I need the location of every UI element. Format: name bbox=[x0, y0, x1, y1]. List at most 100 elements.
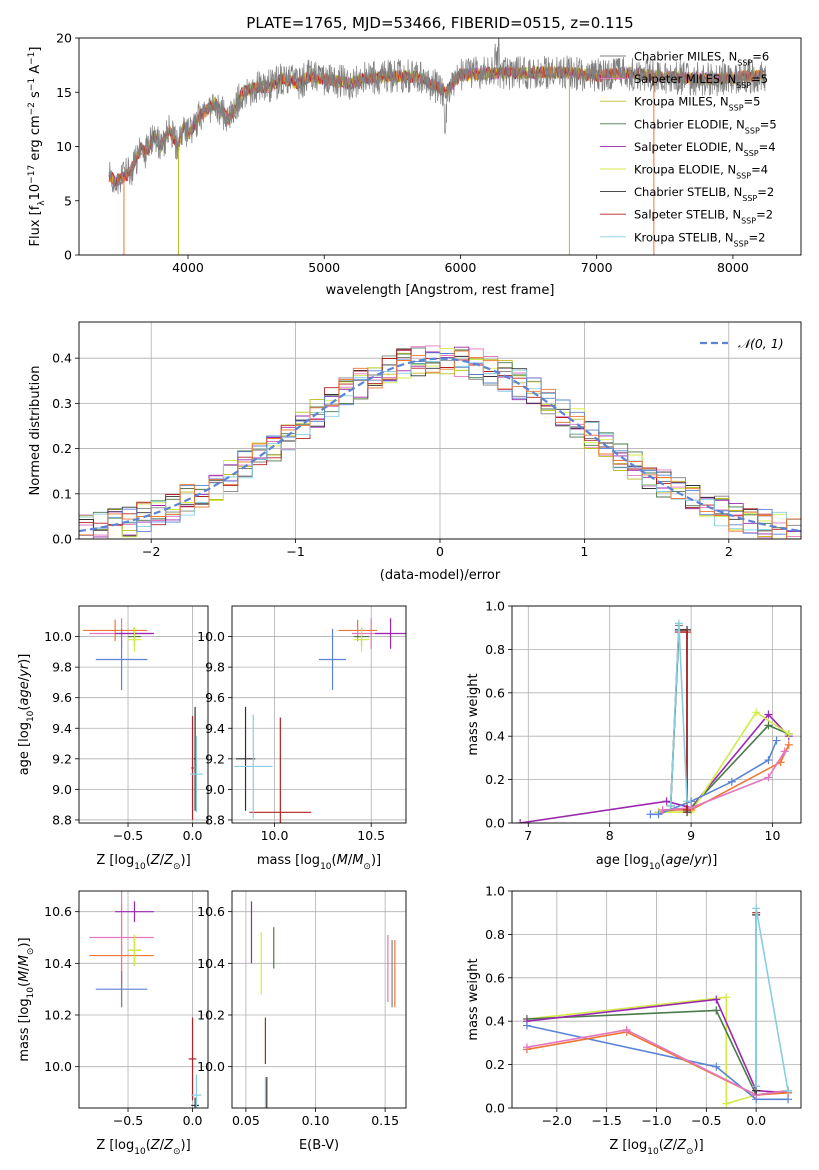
weight-marker bbox=[722, 1099, 731, 1108]
x-tick-label: −2.0 bbox=[542, 1113, 572, 1128]
weight-line bbox=[526, 1029, 789, 1096]
chart-title: PLATE=1765, MJD=53466, FIBERID=0515, z=0… bbox=[246, 14, 633, 32]
weight-marker bbox=[658, 805, 667, 814]
x-axis-label: wavelength [Angstrom, rest frame] bbox=[326, 283, 555, 298]
y-tick-label: 10.2 bbox=[44, 1008, 72, 1023]
y-tick-label: 9.2 bbox=[52, 751, 72, 766]
plot-area-mass_vs_Z bbox=[89, 891, 202, 1108]
weight-marker bbox=[780, 747, 789, 756]
weight-line bbox=[526, 1009, 789, 1096]
x-tick-label: 1 bbox=[580, 544, 588, 559]
histogram-series bbox=[79, 350, 801, 539]
weight-line bbox=[669, 629, 688, 813]
x-tick-label: 8000 bbox=[717, 260, 749, 275]
x-tick-label: −0.5 bbox=[113, 1113, 143, 1128]
x-axis-label: (data-model)/error bbox=[380, 568, 501, 583]
histogram-series bbox=[79, 357, 801, 531]
normal-curve bbox=[79, 357, 801, 533]
y-tick-label: 0.6 bbox=[485, 970, 505, 985]
x-tick-label: 5000 bbox=[308, 260, 340, 275]
weight-line bbox=[658, 711, 790, 813]
legend-entry: Kroupa STELIB, NSSP=2 bbox=[634, 230, 765, 248]
x-tick-label: −1.0 bbox=[641, 1113, 671, 1128]
weight-line bbox=[526, 1031, 789, 1096]
x-tick-label: −1 bbox=[286, 544, 304, 559]
y-tick-label: 0.1 bbox=[52, 486, 72, 501]
weight-line bbox=[755, 908, 789, 1091]
y-tick-label: 10.4 bbox=[197, 956, 225, 971]
y-tick-label: 0.4 bbox=[52, 351, 72, 366]
y-tick-label: 10.0 bbox=[44, 1059, 72, 1074]
histogram-series bbox=[79, 349, 801, 530]
x-tick-label: −0.5 bbox=[113, 828, 143, 843]
weight-marker bbox=[784, 740, 793, 749]
x-tick-label: 7000 bbox=[581, 260, 613, 275]
axes-frame bbox=[231, 890, 407, 1109]
y-tick-label: 10.6 bbox=[197, 904, 225, 919]
weight-marker bbox=[654, 810, 663, 819]
plot-area-spectrum bbox=[108, 38, 766, 255]
weight-marker bbox=[752, 708, 761, 717]
y-tick-label: 10.4 bbox=[44, 956, 72, 971]
weight-marker bbox=[764, 773, 773, 782]
y-tick-label: 9.6 bbox=[205, 690, 225, 705]
x-axis-label: age [log10(age/yr)] bbox=[596, 853, 718, 872]
weight-marker bbox=[662, 797, 671, 806]
weight-marker bbox=[752, 1082, 761, 1091]
legend: Chabrier MILES, NSSP=6 Salpeter MILES, NS… bbox=[600, 50, 777, 248]
y-axis-label: Normed distribution bbox=[28, 366, 43, 496]
x-tick-label: 0.15 bbox=[371, 1113, 399, 1128]
plot-area-mass_vs_ebv bbox=[250, 901, 396, 1108]
weight-marker bbox=[516, 819, 525, 823]
legend-entry: Salpeter ELODIE, NSSP=4 bbox=[634, 140, 776, 158]
panel-mass_vs_Z: −0.5 0.0 10.0 10.2 10.4 10.6 Z [log10(Z/Z⊙)] ma… bbox=[17, 890, 209, 1157]
y-tick-label: 15 bbox=[56, 85, 72, 100]
y-tick-label: 0.8 bbox=[485, 642, 505, 657]
weight-marker bbox=[764, 710, 773, 719]
y-axis-label: mass weight bbox=[466, 673, 481, 755]
y-tick-label: 8.8 bbox=[52, 812, 72, 827]
weight-marker bbox=[752, 904, 761, 913]
weight-line bbox=[662, 750, 786, 811]
axes-frame bbox=[78, 890, 209, 1109]
y-tick-label: 0.0 bbox=[52, 532, 72, 547]
y-tick-label: 0.4 bbox=[485, 1014, 505, 1029]
plot-area-age_vs_mass bbox=[233, 618, 406, 823]
axes-frame bbox=[231, 605, 407, 824]
y-axis-label: age [log10(age/yr)] bbox=[17, 654, 36, 776]
weight-line bbox=[526, 998, 789, 1094]
x-tick-label: 4000 bbox=[172, 260, 204, 275]
y-tick-label: 0.2 bbox=[485, 1057, 505, 1072]
y-tick-label: 1.0 bbox=[485, 884, 505, 899]
panel-residuals: −2 −1 0 1 2 0.0 0.1 0.2 0.3 0.4 𝒩(0, 1) (data-model… bbox=[28, 321, 802, 583]
y-tick-label: 0.3 bbox=[52, 396, 72, 411]
weight-marker bbox=[772, 736, 781, 745]
y-tick-label: 10.0 bbox=[197, 1059, 225, 1074]
plot-area-age_vs_Z bbox=[82, 618, 203, 820]
weight-marker bbox=[727, 777, 736, 786]
legend-entry: Kroupa MILES, NSSP=5 bbox=[634, 95, 760, 113]
x-tick-label: 2 bbox=[725, 544, 733, 559]
y-tick-label: 10 bbox=[56, 139, 72, 154]
x-tick-label: 10 bbox=[765, 828, 781, 843]
plot-area-residuals bbox=[79, 345, 801, 539]
y-tick-label: 10.2 bbox=[197, 1008, 225, 1023]
weight-marker bbox=[683, 805, 692, 814]
x-axis-label: Z [log10(Z/Z⊙)] bbox=[96, 853, 190, 872]
legend-entry: 𝒩(0, 1) bbox=[738, 336, 784, 351]
weight-marker bbox=[522, 1043, 531, 1052]
x-tick-label: 0.0 bbox=[746, 1113, 766, 1128]
y-tick-label: 0.0 bbox=[485, 816, 505, 831]
y-tick-label: 9.0 bbox=[205, 782, 225, 797]
y-axis-label: Flux [fλ10−17 erg cm−2 s−1 A−1] bbox=[27, 47, 47, 247]
weight-marker bbox=[674, 619, 683, 628]
panel-weight_vs_age: 7 8 9 10 0.0 0.2 0.4 0.6 0.8 1.0 age [log10(age/yr… bbox=[466, 599, 802, 872]
y-tick-label: 10.6 bbox=[44, 904, 72, 919]
weight-marker bbox=[712, 1062, 721, 1071]
legend-entry: Salpeter MILES, NSSP=5 bbox=[634, 72, 768, 90]
x-tick-label: 8 bbox=[606, 828, 614, 843]
axes-frame bbox=[78, 321, 802, 540]
weight-marker bbox=[646, 810, 655, 819]
panel-mass_vs_ebv: 0.05 0.10 0.15 10.0 10.2 10.4 10.6 E(B-V) bbox=[197, 890, 407, 1153]
